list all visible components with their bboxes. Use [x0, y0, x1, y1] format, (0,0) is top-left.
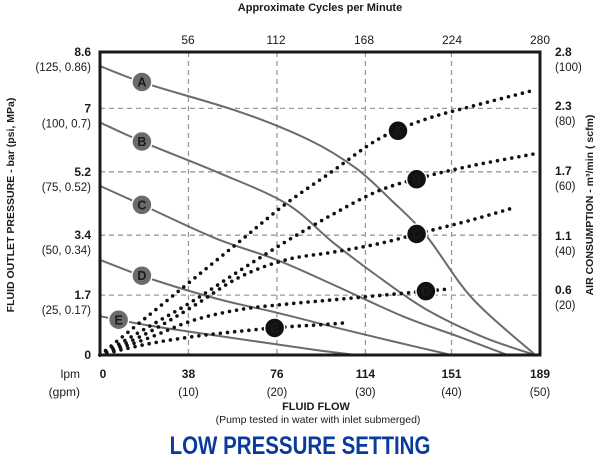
marker-label: A — [393, 124, 402, 138]
air-marker-b: B — [405, 168, 428, 191]
left-tick-label: 0 — [84, 348, 91, 362]
marker-label: D — [137, 269, 146, 283]
marker-label: D — [421, 285, 430, 299]
pressure-curve-c — [99, 184, 508, 356]
pressure-curve-e — [99, 315, 357, 356]
left-axis-ticks: 0 1.7 (25, 0.17) 3.4 (50, 0.34) 5.2 (75, 0.52)… — [35, 45, 91, 362]
left-tick-label: 3.4 — [74, 228, 91, 242]
bottom-tick-sublabel: (40) — [441, 387, 462, 399]
marker-label: E — [114, 313, 122, 327]
left-tick-sublabel: (75, 0.52) — [42, 182, 91, 194]
left-tick-sublabel: (50, 0.34) — [42, 245, 91, 257]
left-tick-label: 7 — [84, 101, 91, 115]
bottom-tick-label: 0 — [100, 367, 107, 381]
top-tick-label: 168 — [354, 33, 374, 47]
air-curve-a — [98, 88, 538, 357]
right-tick-label: 1.1 — [555, 229, 572, 243]
right-tick-label: 2.8 — [555, 45, 572, 59]
top-axis-title: Approximate Cycles per Minute — [238, 2, 402, 14]
marker-circle — [131, 130, 153, 153]
air-marker-c: C — [405, 223, 428, 245]
pressure-curves — [99, 65, 536, 356]
air-curve-c — [98, 207, 512, 357]
bottom-tick-label: 114 — [356, 367, 376, 381]
x-axis-title: FLUID FLOW — [282, 401, 350, 413]
marker-label: B — [412, 173, 421, 187]
air-marker-d: D — [415, 280, 437, 302]
marker-circle — [405, 223, 428, 245]
marker-label: A — [137, 75, 146, 89]
bottom-tick-sublabel: (10) — [178, 387, 199, 399]
air-marker-e: E — [263, 317, 286, 339]
x-axis-subtitle: (Pump tested in water with inlet submerg… — [216, 414, 421, 426]
top-axis-ticks: 56 112 168 224 280 — [181, 33, 550, 47]
marker-circle — [131, 71, 153, 93]
left-tick-label: 8.6 — [74, 45, 91, 59]
pressure-marker-c: C — [131, 194, 153, 216]
left-tick-sublabel: (100, 0.7) — [42, 118, 91, 130]
bottom-tick-sublabel: (50) — [530, 387, 551, 399]
top-tick-label: 56 — [181, 33, 195, 47]
x-unit-secondary: (gpm) — [49, 385, 80, 399]
bottom-tick-label: 151 — [442, 367, 462, 381]
air-marker-a: A — [387, 120, 409, 142]
marker-circle — [131, 194, 153, 216]
right-tick-label: 2.3 — [555, 99, 572, 113]
right-axis-ticks: 0.6 (20) 1.1 (40) 1.7 (60) 2.3 (80) 2.8 (100) — [555, 45, 582, 312]
pressure-curve-a — [99, 65, 536, 356]
right-tick-label: 0.6 — [555, 283, 572, 297]
left-tick-sublabel: (125, 0.86) — [35, 62, 91, 74]
right-tick-sublabel: (60) — [555, 181, 576, 193]
top-tick-label: 112 — [266, 33, 285, 47]
right-tick-sublabel: (20) — [555, 300, 576, 312]
bottom-axis-ticks: 0 38 (10) 76 (20) 114 (30) 151 (40) 189 (50) — [100, 367, 551, 399]
pressure-curve-b — [99, 121, 536, 356]
left-tick-sublabel: (25, 0.17) — [42, 305, 91, 317]
left-tick-label: 1.7 — [74, 288, 91, 302]
air-curve-b — [98, 151, 538, 357]
pressure-marker-a: A — [131, 71, 153, 93]
plot-frame — [98, 50, 542, 357]
marker-circle — [131, 264, 153, 287]
marker-label: C — [137, 198, 146, 212]
gridlines — [100, 52, 540, 355]
bottom-tick-label: 189 — [530, 367, 550, 381]
marker-circle — [415, 280, 437, 302]
x-unit-primary: lpm — [61, 367, 80, 381]
marker-label: C — [412, 228, 421, 242]
right-tick-sublabel: (80) — [555, 116, 576, 128]
marker-circle — [107, 309, 130, 331]
bottom-tick-label: 38 — [182, 367, 196, 381]
marker-label: B — [137, 135, 146, 149]
series-markers: A B C D E A B C D E — [107, 71, 437, 339]
marker-circle — [387, 120, 409, 142]
air-curve-d — [98, 287, 451, 357]
air-consumption-curves — [98, 88, 538, 357]
left-tick-label: 5.2 — [74, 165, 91, 179]
pressure-marker-b: B — [131, 130, 153, 153]
pressure-marker-e: E — [107, 309, 130, 331]
top-tick-label: 224 — [442, 33, 462, 47]
bottom-tick-sublabel: (30) — [355, 387, 376, 399]
right-tick-label: 1.7 — [555, 164, 572, 178]
marker-circle — [263, 317, 286, 339]
marker-label: E — [270, 321, 278, 335]
right-tick-sublabel: (40) — [555, 246, 576, 258]
air-curve-e — [98, 320, 351, 357]
pressure-marker-d: D — [131, 264, 153, 287]
left-axis-title: FLUID OUTLET PRESSURE - bar (psi, MPa) — [5, 98, 17, 313]
top-tick-label: 280 — [530, 33, 550, 47]
right-axis-title: AIR CONSUMPTION - m³/min ( scfm) — [584, 115, 596, 296]
chart-title: LOW PRESSURE SETTING — [169, 432, 431, 460]
bottom-tick-sublabel: (20) — [267, 387, 288, 399]
pressure-curve-d — [99, 258, 452, 356]
marker-circle — [405, 168, 428, 191]
right-tick-sublabel: (100) — [555, 62, 582, 74]
bottom-tick-label: 76 — [270, 367, 284, 381]
